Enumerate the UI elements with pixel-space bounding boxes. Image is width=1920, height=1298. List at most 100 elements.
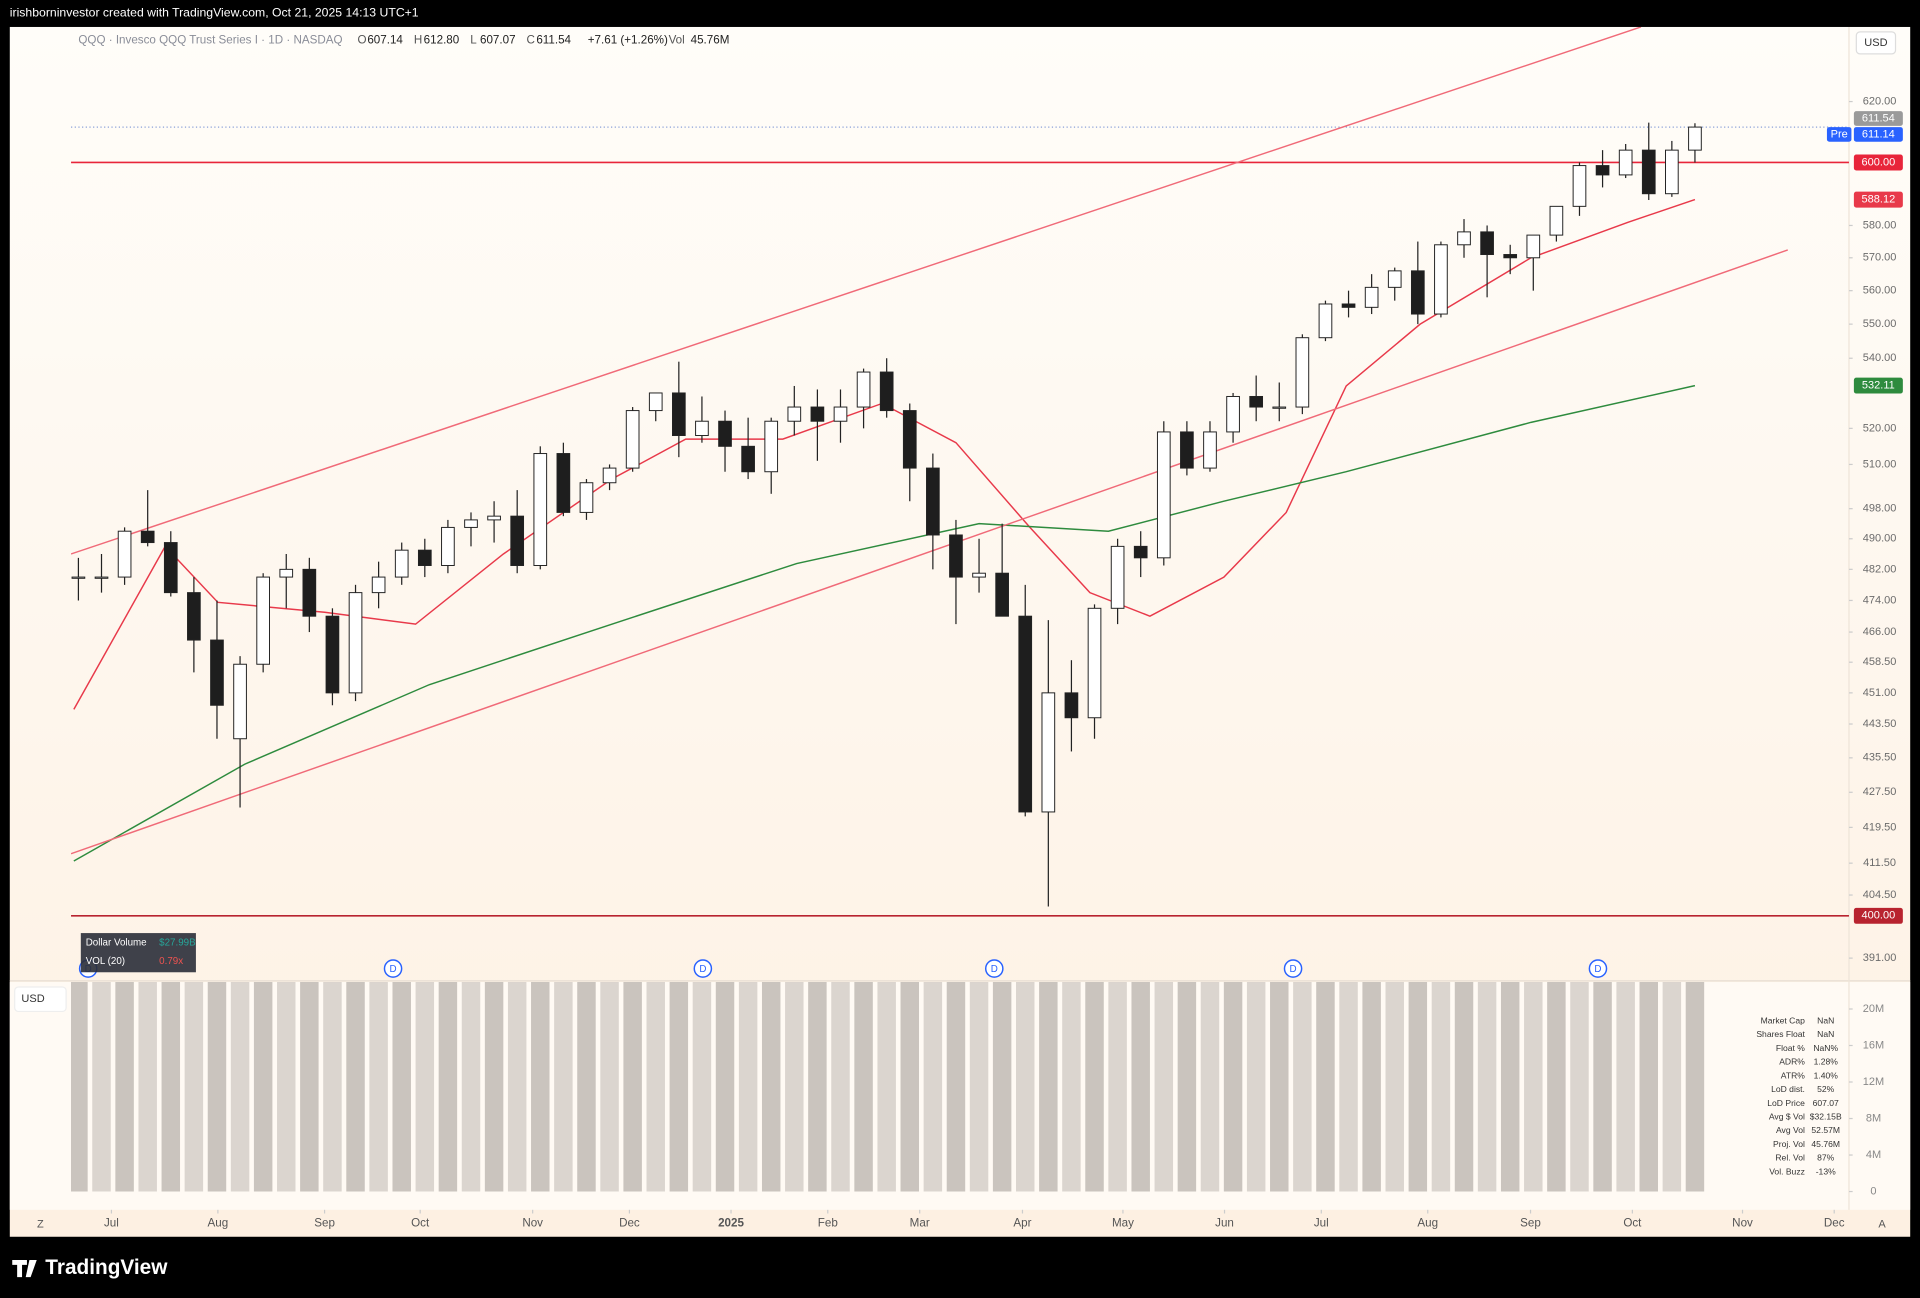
candle-body [1387,270,1402,288]
x-tick-label: Jul [104,1216,119,1229]
button-label[interactable]: A [1878,1218,1886,1230]
y-tick-label: 435.50 [1863,752,1897,764]
candle-body [718,420,732,447]
volume-tick-label: 0 [1870,1185,1876,1197]
volume-bar [854,982,873,1192]
price-label-box [1853,111,1903,126]
price-label: 611.54 [1862,112,1895,124]
x-tick-label: Apr [1013,1216,1031,1229]
price-pane [71,26,1849,917]
event-marker [1588,959,1608,978]
legend-value: 607.14 [367,34,403,47]
candle-body [1272,406,1287,409]
price-label-box [1853,907,1903,924]
candle-body [1526,234,1541,259]
caption: irishborninvestor created with TradingVi… [10,6,419,20]
volume-bar [969,982,989,1192]
stat-value: 45.76M [1811,1139,1840,1149]
candle-body [1410,270,1425,315]
volume-bar [1547,982,1566,1192]
volume-tick-label: 12M [1863,1076,1884,1088]
volume-bar [946,982,966,1192]
x-tick-label: Feb [818,1216,838,1229]
legend-value: 611.54 [536,34,571,47]
legend-key: H [414,34,422,47]
x-tick-label: Dec [619,1216,640,1229]
x-tick-label: Dec [1824,1216,1845,1229]
candle-body [533,453,548,566]
volume-bar [1408,982,1428,1192]
y-tick-label: 550.00 [1863,318,1897,330]
x-tick-label: May [1112,1216,1134,1229]
volume-bar [1685,982,1705,1192]
candle-body [787,406,802,422]
price-label-box [1853,154,1903,171]
candle-body [1087,607,1102,719]
volume-bar [738,982,758,1192]
candle-body [348,592,363,694]
stat-value: 1.28% [1814,1057,1839,1067]
currency-button[interactable] [14,986,67,1013]
stat-value: 87% [1817,1153,1835,1163]
volume-bar [1593,982,1612,1192]
brand-name: TradingView [45,1256,168,1279]
stat-value: NaN% [1813,1043,1838,1053]
candle-body [302,568,317,617]
candle-body [856,371,871,408]
candle-body [210,639,224,706]
overlay-line [71,249,1788,855]
event-marker-label: D [1290,964,1297,975]
volume-bar [1085,982,1104,1192]
legend-value: 45.76M [691,34,730,47]
volume-bar [992,982,1012,1192]
volume-bar [1246,982,1266,1192]
price-label-box [1853,377,1903,394]
volume-bar [1154,982,1174,1192]
legend: QQQ · Invesco QQQ Trust Series I · 1D · … [78,34,729,47]
volume-bar [438,982,458,1192]
event-marker-label: D [991,964,998,975]
x-tick-label: Sep [314,1216,335,1229]
candle-body [1156,431,1171,559]
legend-value: 607.07 [480,34,516,47]
volume-bar [415,982,435,1192]
volume-bar [554,982,573,1192]
candle-body [394,549,409,578]
button-label[interactable]: Z [37,1218,44,1230]
stat-label: ADR% [1779,1057,1805,1067]
candle-body [764,420,779,473]
volume-bar [184,982,204,1192]
candle-body [810,406,825,422]
overlay-line [71,26,1642,555]
price-label: 400.00 [1862,910,1896,922]
candle-body [1572,165,1587,207]
stat-label: Proj. Vol [1773,1139,1805,1149]
y-tick-label: 482.00 [1863,563,1897,575]
stat-label: Float % [1776,1043,1805,1053]
candle-body [187,592,201,641]
candle-body [1688,126,1702,151]
candle-body [625,410,640,469]
volume-bar [1177,982,1197,1192]
candle-body [1341,303,1356,308]
candle-body [94,576,109,579]
currency-button[interactable] [1855,31,1897,55]
y-tick-label: 411.50 [1863,857,1896,869]
stat-label: Shares Float [1756,1029,1805,1039]
y-tick-label: 443.50 [1863,718,1897,730]
y-tick-label: 458.50 [1863,656,1897,668]
candle-body [279,568,294,578]
x-tick-label: Nov [1732,1216,1753,1229]
candle-body [1618,149,1633,176]
legend-key: L [470,34,477,47]
legend-change: +7.61 (+1.26%) [588,34,668,47]
candle-body [1018,615,1033,813]
volume-bar [1524,982,1543,1192]
volume-bar [1431,982,1451,1192]
candle-body [1249,395,1264,408]
price-label: 532.11 [1862,379,1895,391]
candle-body [1480,231,1494,256]
stat-value: NaN [1817,1029,1834,1039]
candle-body [1595,165,1610,176]
